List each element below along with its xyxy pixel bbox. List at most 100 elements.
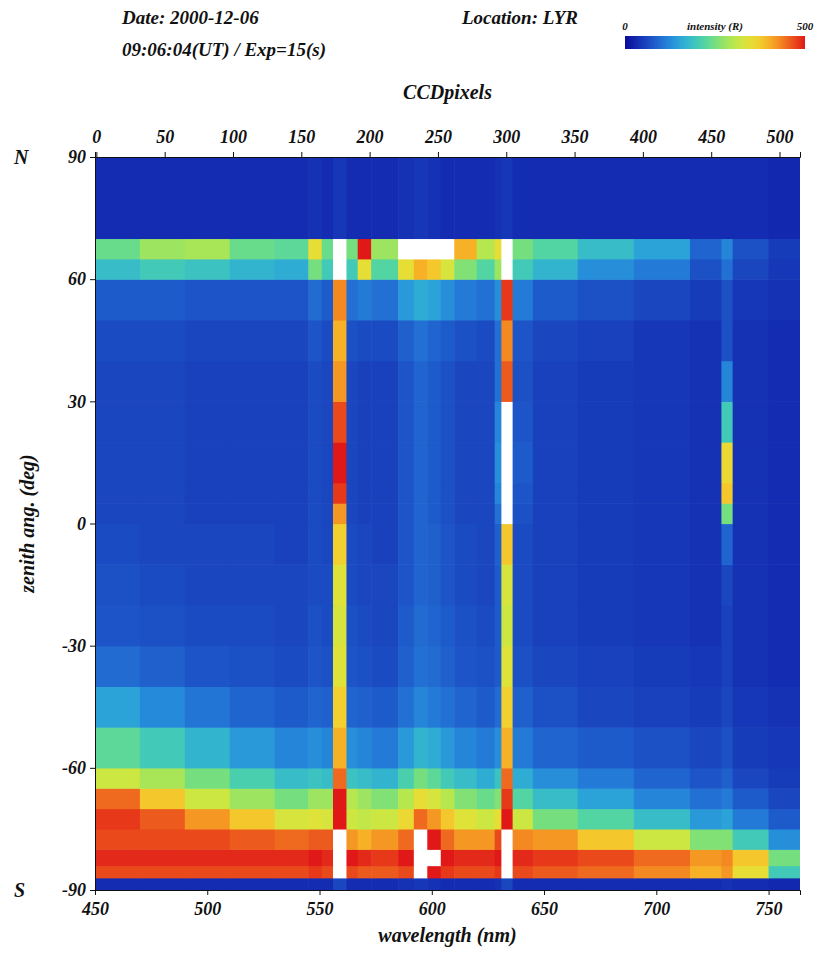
cell [634,401,691,442]
tick-label: 600 [419,899,446,919]
cell [427,788,441,809]
cell [333,401,347,442]
cell [427,878,441,890]
tick-mark [90,768,95,769]
cell [454,849,477,866]
cell [690,849,722,866]
cell [230,320,276,361]
cell [95,788,141,809]
cell [441,259,455,280]
cell [322,646,334,687]
tick-label: 650 [531,899,558,919]
cell [441,605,455,646]
cell [513,866,534,879]
cell [358,646,372,687]
cell [333,361,347,402]
cell [634,829,691,850]
cell [230,157,276,239]
cell [333,727,347,768]
cell [441,788,455,809]
cell [414,259,428,280]
cell [185,259,231,280]
cell [634,788,691,809]
cell [371,849,399,866]
cell [769,866,800,879]
cell [454,503,477,524]
cell [346,442,358,483]
cell [333,866,347,879]
cell [414,866,428,879]
cell [477,809,496,830]
cell [308,788,322,809]
cell [333,564,347,605]
cell [398,279,414,320]
cell [322,361,334,402]
cell [533,320,579,361]
cell [333,259,347,280]
cell [398,259,414,280]
tick-label: 450 [81,899,109,919]
cell [230,849,276,866]
cell [275,238,309,259]
cell [495,809,502,830]
cell [140,646,186,687]
cell [358,866,372,879]
cell [185,768,231,789]
cell [230,809,276,830]
cell [733,727,770,768]
cell [414,524,428,565]
cell [441,401,455,442]
cell [441,524,455,565]
cell [414,564,428,605]
cell [634,849,691,866]
cell [371,686,399,727]
cell [495,866,502,879]
cell [275,878,309,890]
cell [690,503,722,524]
cell [95,829,141,850]
cell [185,320,231,361]
cell [95,878,141,890]
tick-label: 500 [194,899,221,919]
cell [533,768,579,789]
cell [333,503,347,524]
cell [513,809,534,830]
cell [140,686,186,727]
cell [398,829,414,850]
cell [495,259,502,280]
cell [690,320,722,361]
cell [185,503,231,524]
cell [769,727,800,768]
annotation: Location: LYR [461,7,578,28]
cell [140,727,186,768]
cell [721,564,733,605]
chart: 4505005506006507007500501001502002503003… [0,0,835,955]
cell [275,788,309,809]
cell [501,788,513,809]
cell [322,320,334,361]
cell [308,483,322,504]
cell [230,238,276,259]
cell [398,788,414,809]
cell [533,605,579,646]
cell [414,768,428,789]
cell [358,524,372,565]
cell [477,259,496,280]
cell [414,503,428,524]
tick-label: 250 [424,127,452,147]
cell [346,727,358,768]
cell [513,401,534,442]
cell [769,646,800,687]
cell [230,279,276,320]
cell [414,157,428,239]
cell [495,878,502,890]
cell [441,768,455,789]
cell [308,157,322,239]
cell [140,503,186,524]
tick: 50 [156,127,174,157]
tick-mark [370,152,371,157]
cell [308,878,322,890]
cell [371,829,399,850]
cell [495,686,502,727]
cell [322,686,334,727]
